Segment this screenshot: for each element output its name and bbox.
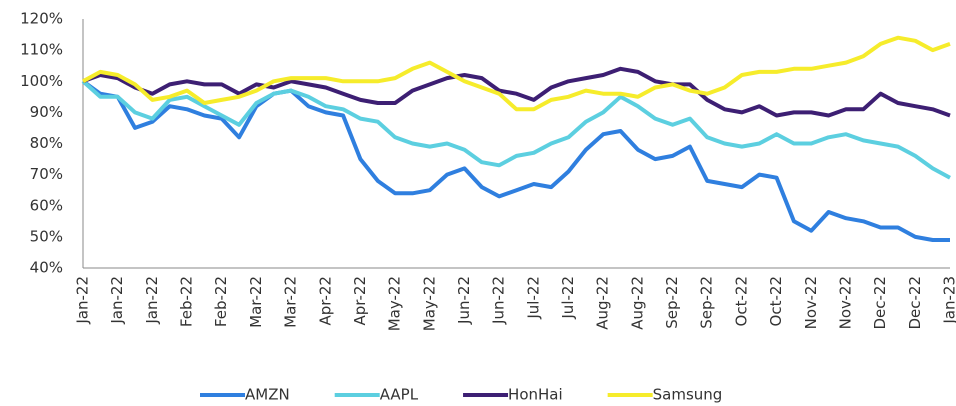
y-tick-label: 50% [30, 227, 63, 245]
x-tick-label: Oct-22 [732, 276, 750, 326]
line-series [82, 35, 951, 112]
x-tick-label: Jul-22 [524, 276, 542, 320]
x-tick-label: Jan-22 [108, 276, 126, 325]
legend-label: HonHai [508, 386, 563, 404]
y-tick-label: 70% [30, 165, 63, 183]
x-tick-label: Aug-22 [628, 276, 646, 330]
x-tick-label: May-22 [386, 276, 404, 331]
x-tick-label: Mar-22 [247, 276, 265, 328]
x-tick-label: Dec-22 [871, 276, 889, 330]
x-tick-label: Apr-22 [351, 276, 369, 326]
x-tick-label: Jun-22 [490, 276, 508, 325]
x-tick-label: Sep-22 [663, 276, 681, 329]
line-series [81, 79, 950, 242]
x-tick-label: Jan-23 [941, 276, 956, 325]
y-tick-label: 40% [30, 259, 63, 277]
x-tick-label: Aug-22 [594, 276, 612, 330]
x-tick-label: Feb-22 [178, 276, 196, 327]
x-tick-label: Apr-22 [316, 276, 334, 326]
y-tick-label: 120% [20, 10, 63, 28]
legend-label: AMZN [245, 386, 290, 404]
line-series [81, 79, 951, 180]
y-tick-label: 80% [30, 134, 63, 152]
y-tick-label: 110% [20, 41, 63, 59]
legend-label: Samsung [653, 386, 723, 404]
y-tick-label: 90% [30, 103, 63, 121]
x-tick-label: Sep-22 [698, 276, 716, 329]
x-tick-label: Jan-22 [143, 276, 161, 325]
x-tick-label: Jan-22 [74, 276, 92, 325]
x-tick-label: Nov-22 [836, 276, 854, 329]
x-tick-label: Jun-22 [455, 276, 473, 325]
x-tick-label: Oct-22 [767, 276, 785, 326]
x-tick-label: May-22 [420, 276, 438, 331]
y-tick-label: 60% [30, 196, 63, 214]
y-tick-label: 100% [20, 72, 63, 90]
x-tick-label: Jul-22 [559, 276, 577, 320]
x-tick-label: Mar-22 [282, 276, 300, 328]
x-tick-label: Dec-22 [906, 276, 924, 330]
x-tick-label: Feb-22 [212, 276, 230, 327]
x-tick-label: Nov-22 [802, 276, 820, 329]
line-series [82, 66, 951, 118]
legend-label: AAPL [380, 386, 419, 404]
